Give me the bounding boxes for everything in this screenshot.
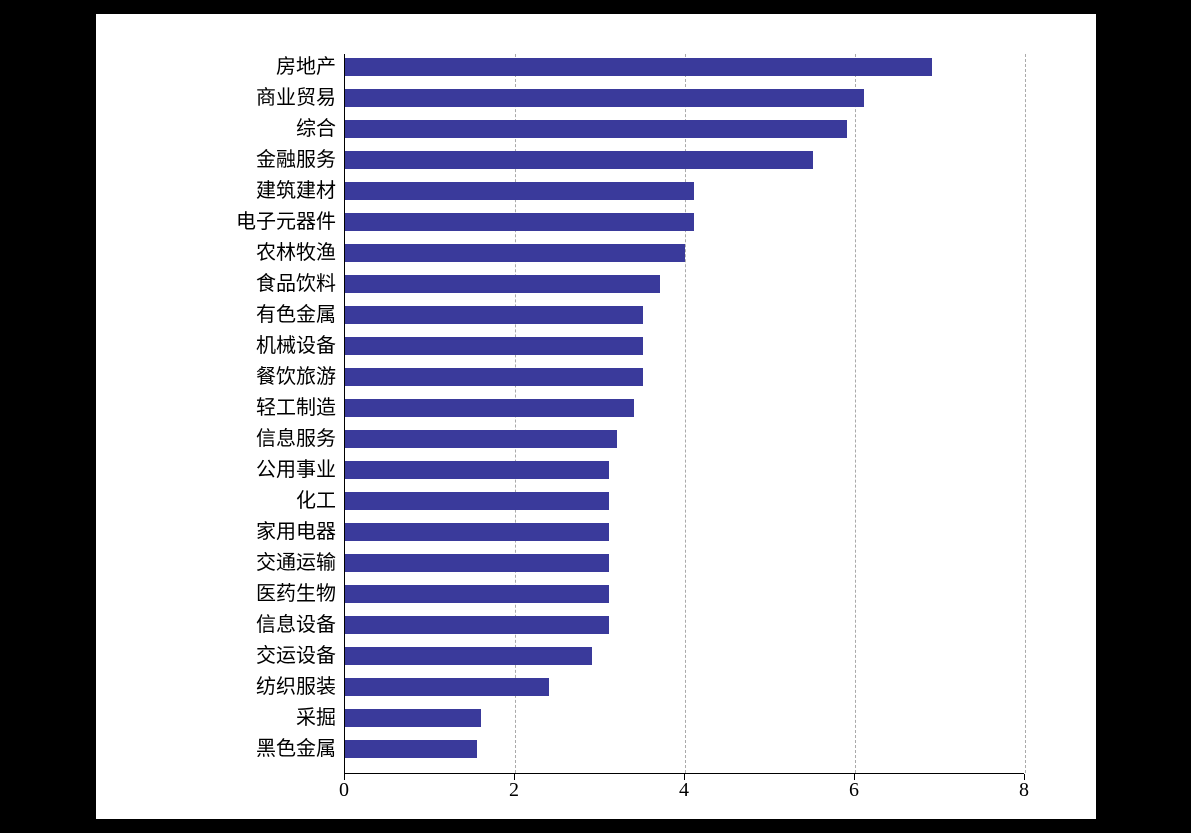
plot-area [344, 54, 1024, 774]
bar [345, 678, 549, 696]
bar [345, 709, 481, 727]
bar [345, 647, 592, 665]
y-category-label: 电子元器件 [106, 213, 336, 244]
x-tick-label: 8 [1004, 779, 1044, 802]
bar [345, 58, 932, 76]
y-category-label: 轻工制造 [106, 399, 336, 430]
y-category-label: 采掘 [106, 709, 336, 740]
y-category-label: 医药生物 [106, 585, 336, 616]
bar [345, 306, 643, 324]
y-category-label: 房地产 [106, 58, 336, 89]
y-category-label: 餐饮旅游 [106, 368, 336, 399]
x-tick-label: 0 [324, 779, 364, 802]
x-tick-label: 6 [834, 779, 874, 802]
y-category-label: 化工 [106, 492, 336, 523]
y-category-label: 家用电器 [106, 523, 336, 554]
y-category-label: 有色金属 [106, 306, 336, 337]
bar [345, 337, 643, 355]
bar [345, 244, 685, 262]
bar [345, 492, 609, 510]
y-category-label: 信息设备 [106, 616, 336, 647]
y-category-label: 建筑建材 [106, 182, 336, 213]
y-category-label: 交通运输 [106, 554, 336, 585]
gridline [1025, 54, 1026, 773]
y-category-label: 食品饮料 [106, 275, 336, 306]
y-category-label: 交运设备 [106, 647, 336, 678]
bar [345, 554, 609, 572]
bar [345, 182, 694, 200]
bar [345, 523, 609, 541]
bar [345, 461, 609, 479]
gridline [855, 54, 856, 773]
bar [345, 89, 864, 107]
y-category-label: 纺织服装 [106, 678, 336, 709]
x-tick-label: 4 [664, 779, 704, 802]
bar [345, 616, 609, 634]
y-category-label: 金融服务 [106, 151, 336, 182]
bar [345, 151, 813, 169]
bar [345, 740, 477, 758]
y-category-label: 公用事业 [106, 461, 336, 492]
x-tick-label: 2 [494, 779, 534, 802]
bar [345, 120, 847, 138]
bar [345, 399, 634, 417]
y-category-label: 农林牧渔 [106, 244, 336, 275]
y-category-label: 黑色金属 [106, 740, 336, 771]
y-category-label: 信息服务 [106, 430, 336, 461]
bar [345, 430, 617, 448]
chart-panel: 0 2 4 6 8 房地产商业贸易综合金融服务建筑建材电子元器件农林牧渔食品饮料有色金属机… [96, 14, 1096, 819]
bar [345, 585, 609, 603]
y-category-label: 综合 [106, 120, 336, 151]
bar [345, 213, 694, 231]
bar [345, 275, 660, 293]
bar [345, 368, 643, 386]
y-category-label: 机械设备 [106, 337, 336, 368]
y-category-label: 商业贸易 [106, 89, 336, 120]
